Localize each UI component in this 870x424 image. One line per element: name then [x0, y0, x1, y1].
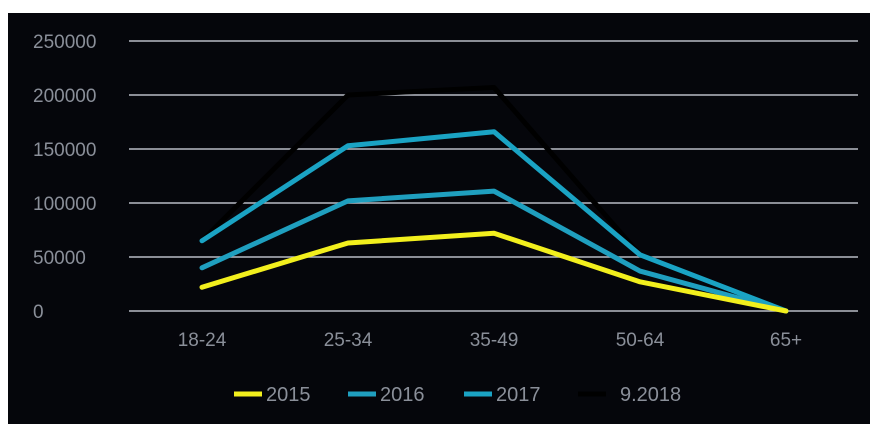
series-line-2015	[199, 230, 789, 314]
series-line-2016	[199, 188, 789, 314]
chart-frame: 0 50000 100000 150000 200000 250000 18-24 25-3…	[8, 13, 870, 424]
y-tick-label: 0	[33, 302, 44, 323]
y-tick-label: 200000	[33, 86, 96, 107]
y-axis-ticks: 0 50000 100000 150000 200000 250000	[33, 32, 96, 323]
legend: 2015 2016 2017 9.2018	[234, 384, 681, 406]
x-tick-label: 50-64	[616, 330, 665, 351]
legend-label-9.2018: 9.2018	[620, 384, 681, 406]
series-line-2017	[199, 129, 789, 314]
legend-label-2015: 2015	[266, 384, 311, 406]
legend-label-2017: 2017	[496, 384, 541, 406]
line-chart: 0 50000 100000 150000 200000 250000 18-24 25-3…	[33, 32, 858, 406]
x-axis-ticks: 18-24 25-34 35-49 50-64 65+	[178, 330, 802, 351]
y-tick-label: 250000	[33, 32, 96, 53]
y-tick-label: 100000	[33, 194, 96, 215]
series-lines	[199, 84, 789, 314]
x-tick-label: 25-34	[324, 330, 373, 351]
y-tick-label: 150000	[33, 140, 96, 161]
x-tick-label: 65+	[770, 330, 802, 351]
x-tick-label: 18-24	[178, 330, 227, 351]
legend-label-2016: 2016	[380, 384, 425, 406]
gridlines	[129, 40, 858, 312]
x-tick-label: 35-49	[470, 330, 519, 351]
y-tick-label: 50000	[33, 248, 86, 269]
